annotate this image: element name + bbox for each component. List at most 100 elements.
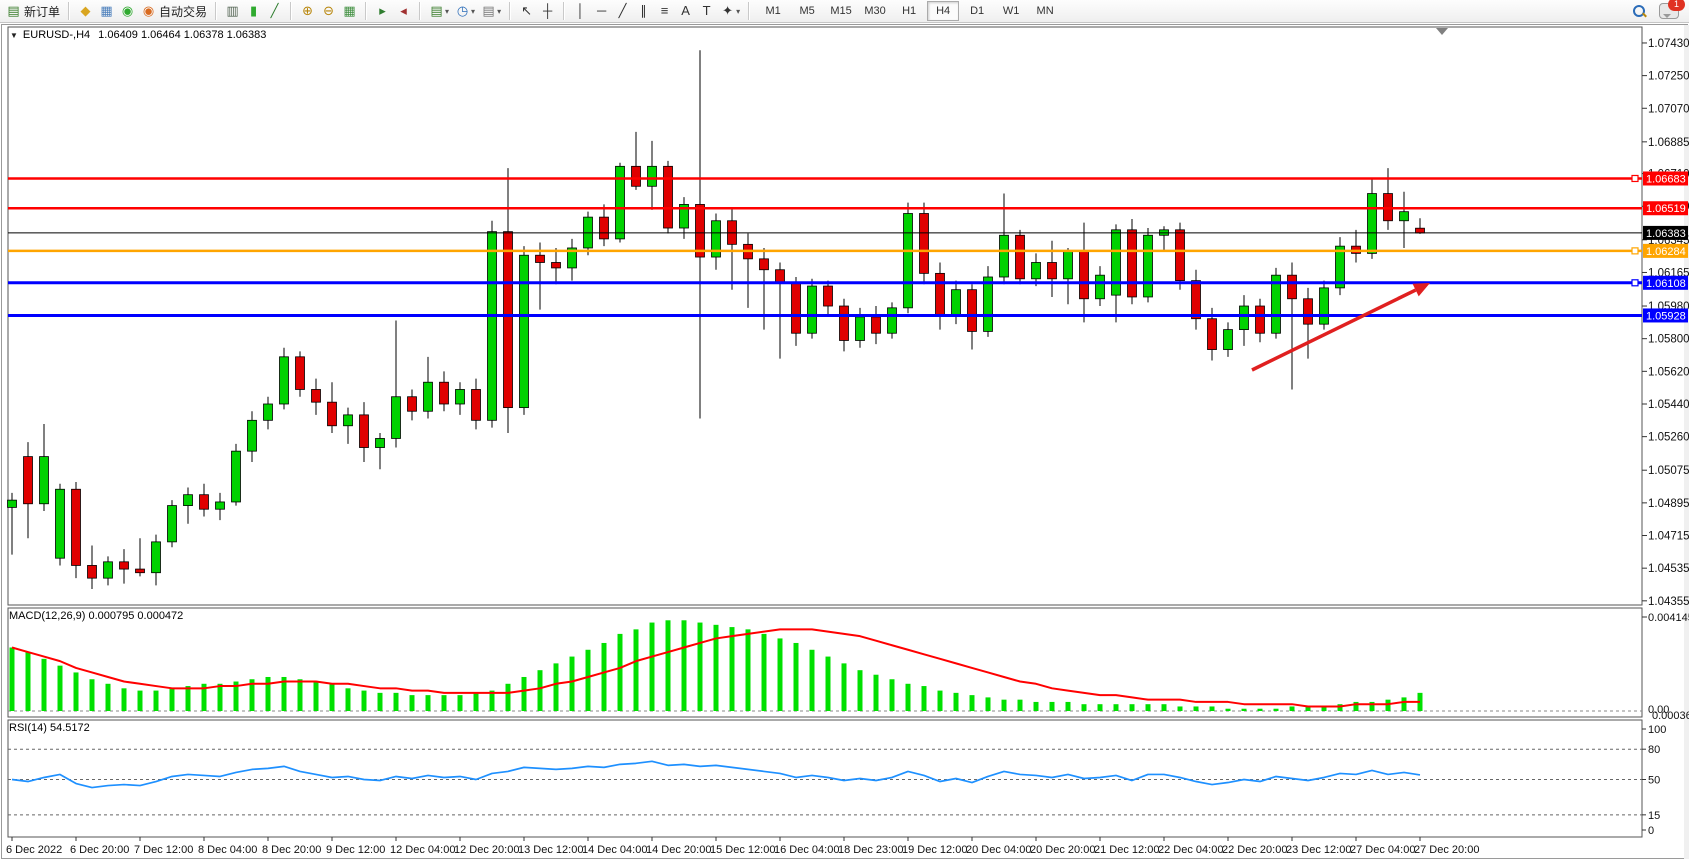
hline-handle[interactable]: [1631, 247, 1639, 255]
candle-body: [791, 282, 801, 334]
toolbar-right: 1: [1631, 0, 1689, 19]
candle-body: [135, 568, 145, 574]
dropdown-caret-icon[interactable]: ▾: [471, 6, 476, 16]
hline-1.06284[interactable]: 1.06284: [8, 243, 1688, 258]
candle-chart-button[interactable]: ▮: [243, 1, 264, 21]
hline-handle[interactable]: [1631, 279, 1639, 287]
candle-body: [1063, 251, 1073, 280]
candle-body: [631, 165, 641, 187]
date-label: 23 Dec 12:00: [1286, 844, 1351, 856]
macd-histogram-bar: [1177, 706, 1183, 711]
channel-icon: ∥: [640, 3, 647, 18]
macd-histogram-bar: [1337, 704, 1343, 711]
macd-histogram-bar: [409, 695, 415, 711]
date-label: 16 Dec 04:00: [774, 844, 839, 856]
zoom-out-button[interactable]: ⊖: [318, 1, 339, 21]
search-icon[interactable]: [1631, 3, 1647, 19]
candle-body: [1223, 329, 1233, 350]
arrow-shaft[interactable]: [1251, 288, 1417, 372]
hline-1.06683[interactable]: 1.06683: [8, 171, 1688, 186]
macd-histogram-bar: [1385, 699, 1391, 711]
macd-histogram-bar: [265, 676, 271, 711]
hline-button[interactable]: ─: [591, 1, 612, 21]
dropdown-caret-icon[interactable]: ▾: [497, 6, 502, 16]
macd-histogram-bar: [25, 652, 31, 711]
hline-handle[interactable]: [1631, 174, 1639, 183]
signal-button[interactable]: ◉: [117, 1, 138, 21]
timeframe-button-h4[interactable]: H4: [927, 1, 960, 21]
price-tick-label: 1.05440: [1648, 399, 1689, 411]
macd-histogram-bar: [1145, 704, 1151, 711]
date-label: 19 Dec 12:00: [902, 844, 967, 856]
new-order-label: 新订单: [24, 4, 61, 19]
tile-windows-button[interactable]: ▦: [339, 1, 360, 21]
candle-body: [1239, 305, 1249, 331]
new-order-button[interactable]: ▤ 新订单: [3, 1, 63, 21]
timeframe-button-m5[interactable]: M5: [799, 5, 815, 17]
macd-histogram-bar: [553, 663, 559, 711]
market-watch-button[interactable]: ◆: [75, 1, 96, 21]
candle-body: [823, 285, 833, 307]
candle-body: [471, 389, 481, 421]
macd-histogram-bar: [1081, 704, 1087, 711]
toolbar-group: │ ─ ╱ ∥ ≡ A T ✦ ▾: [567, 0, 746, 22]
macd-histogram-bar: [521, 676, 527, 711]
ohlc-values: 1.06409 1.06464 1.06378 1.06383: [98, 29, 267, 41]
chat-icon[interactable]: 1: [1659, 0, 1685, 19]
text-button[interactable]: A: [675, 1, 696, 21]
macd-histogram-bar: [1161, 704, 1167, 711]
candle-body: [279, 356, 289, 405]
candle-chart-icon: ▮: [249, 3, 258, 18]
timeframe-button-m30[interactable]: M30: [864, 5, 886, 17]
candle-body: [647, 165, 657, 187]
bar-chart-button[interactable]: ▥: [222, 1, 243, 21]
chart-shift-button[interactable]: ▸: [372, 1, 393, 21]
line-chart-button[interactable]: ╱: [264, 1, 285, 21]
trend-arrow[interactable]: [1251, 283, 1430, 372]
hline-1.06519[interactable]: 1.06519: [8, 201, 1688, 216]
notification-badge: 1: [1668, 0, 1685, 11]
macd-histogram-bar: [169, 688, 175, 711]
chart-shift-marker: [1436, 28, 1448, 35]
channel-button[interactable]: ∥: [633, 1, 654, 21]
hline-1.06108[interactable]: 1.06108: [8, 275, 1688, 290]
chevron-down-icon[interactable]: ▼: [10, 31, 18, 40]
dropdown-caret-icon[interactable]: ▾: [736, 6, 741, 16]
macd-histogram-bar: [905, 683, 911, 711]
label-button[interactable]: T: [696, 1, 717, 21]
macd-histogram-bar: [777, 638, 783, 711]
timeframe-button-h1[interactable]: H1: [902, 5, 917, 17]
timeframe-button-mn[interactable]: MN: [1036, 5, 1054, 17]
profiles-icon: ◷: [456, 3, 469, 18]
arrows-button[interactable]: ✦ ▾: [717, 1, 743, 21]
macd-histogram-bar: [969, 695, 975, 711]
data-window-button[interactable]: ▦: [96, 1, 117, 21]
timeframe-button-m15[interactable]: M15: [830, 5, 852, 17]
macd-histogram-bar: [1353, 701, 1359, 711]
new-chart-button[interactable]: ▤ ▾: [426, 1, 452, 21]
cursor-button[interactable]: ↖: [516, 1, 537, 21]
hline-1.06383[interactable]: 1.06383: [8, 225, 1688, 240]
timeframe-button-w1[interactable]: W1: [1002, 5, 1020, 17]
fibonacci-button[interactable]: ≡: [654, 1, 675, 21]
vline-button[interactable]: │: [570, 1, 591, 21]
macd-histogram-bar: [313, 681, 319, 711]
auto-scroll-button[interactable]: ◂: [393, 1, 414, 21]
templates-button[interactable]: ▤ ▾: [478, 1, 504, 21]
profiles-button[interactable]: ◷ ▾: [452, 1, 478, 21]
macd-histogram-bar: [1289, 706, 1295, 711]
rsi-indicator-label: RSI(14) 54.5172: [9, 722, 90, 734]
trendline-button[interactable]: ╱: [612, 1, 633, 21]
autotrading-button[interactable]: ◉ 自动交易: [138, 1, 210, 21]
hline-1.05928[interactable]: 1.05928: [8, 308, 1688, 323]
timeframe-button-m1[interactable]: M1: [765, 5, 781, 17]
candle-body: [679, 204, 689, 229]
dropdown-caret-icon[interactable]: ▾: [445, 6, 450, 16]
macd-histogram-bar: [329, 683, 335, 711]
market-watch-icon: ◆: [80, 3, 91, 18]
zoom-in-button[interactable]: ⊕: [297, 1, 318, 21]
candle-body: [263, 403, 273, 421]
crosshair-button[interactable]: ┼: [537, 1, 558, 21]
macd-histogram-bar: [537, 670, 543, 711]
timeframe-button-d1[interactable]: D1: [970, 5, 985, 17]
